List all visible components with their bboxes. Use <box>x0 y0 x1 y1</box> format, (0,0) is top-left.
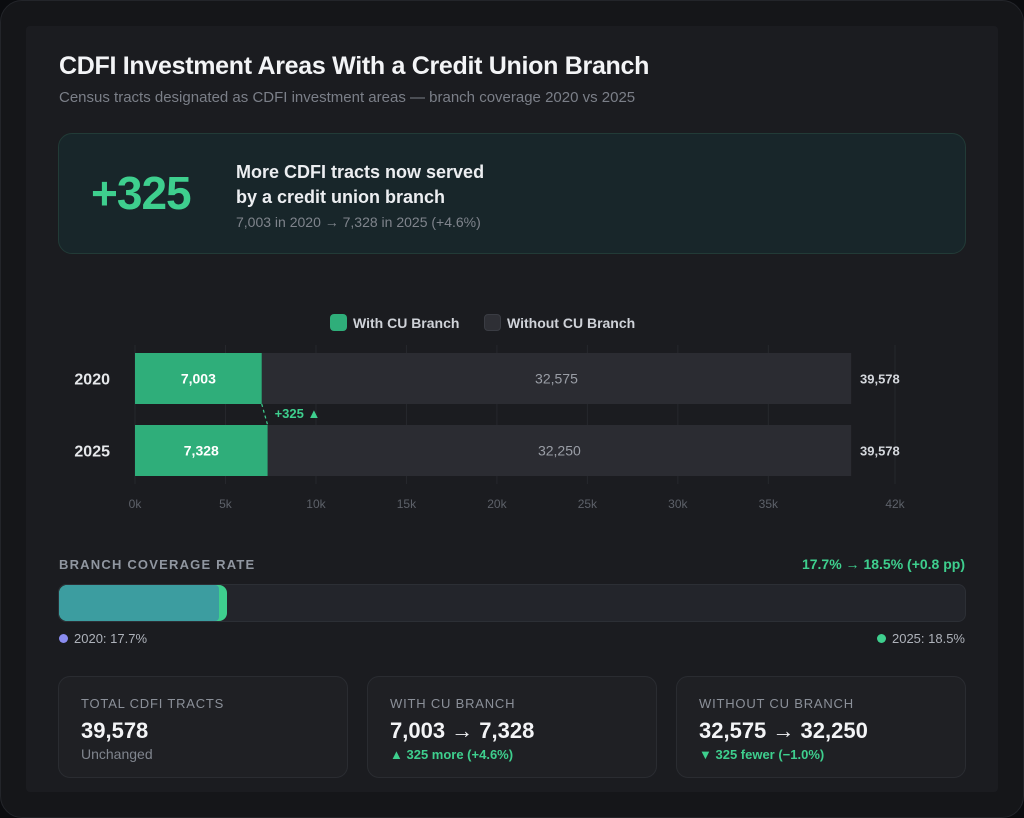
bar-total-label: 39,578 <box>860 372 900 387</box>
y-category-label: 2020 <box>74 372 110 389</box>
bar-total-label: 39,578 <box>860 444 900 459</box>
coverage-2020-label: 2020: 17.7% <box>74 631 148 646</box>
x-tick-label: 10k <box>306 497 326 511</box>
hero-headline-line2: by a credit union branch <box>236 187 446 207</box>
stat-value: 32,575 → 32,250 <box>699 718 868 743</box>
legend-item-without-branch: Without CU Branch <box>484 314 635 331</box>
stat-label: TOTAL CDFI TRACTS <box>81 696 225 711</box>
hero-detail: 7,003 in 2020 → 7,328 in 2025 (+4.6%) <box>236 214 481 230</box>
x-tick-label: 35k <box>759 497 779 511</box>
hero-headline-line1: More CDFI tracts now served <box>236 162 485 182</box>
coverage-label: BRANCH COVERAGE RATE <box>59 557 256 572</box>
legend-swatch-without <box>484 314 501 331</box>
x-tick-label: 5k <box>219 497 233 511</box>
page-title: CDFI Investment Areas With a Credit Unio… <box>59 52 650 80</box>
stat-value: 7,003 → 7,328 <box>390 718 535 743</box>
coverage-2025-label: 2025: 18.5% <box>891 631 965 646</box>
bar-without-branch <box>261 353 852 404</box>
x-tick-label: 42k <box>885 497 905 511</box>
stat-card-without-branch: WITHOUT CU BRANCH 32,575 → 32,250 ▼ 325 … <box>676 676 966 778</box>
bar-label-without: 32,575 <box>535 371 578 387</box>
coverage-marker-2020: 2020: 17.7% <box>59 631 147 646</box>
bar-with-branch <box>135 353 262 404</box>
legend-label-without: Without CU Branch <box>507 315 636 331</box>
coverage-delta: 17.7% → 18.5% (+0.8 pp) <box>801 556 965 572</box>
x-tick-label: 20k <box>487 497 507 511</box>
x-tick-label: 0k <box>129 497 143 511</box>
bar-with-branch <box>135 425 268 476</box>
stat-note: ▲ 325 more (+4.6%) <box>390 747 514 762</box>
stat-note: Unchanged <box>81 746 153 762</box>
dot-2020 <box>59 634 68 643</box>
legend-label-with: With CU Branch <box>353 315 460 331</box>
x-tick-label: 30k <box>668 497 688 511</box>
delta-annotation: +325 ▲ <box>275 406 321 421</box>
stat-card-total: TOTAL CDFI TRACTS 39,578 Unchanged <box>58 676 348 778</box>
page-subtitle: Census tracts designated as CDFI investm… <box>59 89 636 106</box>
coverage-marker-2025: 2025: 18.5% <box>876 631 965 646</box>
hero-callout: +325 More CDFI tracts now served by a cr… <box>58 133 966 254</box>
y-category-label: 2025 <box>74 444 110 461</box>
x-tick-label: 15k <box>397 497 417 511</box>
stat-note: ▼ 325 fewer (−1.0%) <box>699 747 825 762</box>
bar-label-with: 7,003 <box>181 371 216 387</box>
bar-label-with: 7,328 <box>184 443 219 459</box>
hero-value: +325 <box>91 167 192 219</box>
bar-label-without: 32,250 <box>538 443 581 459</box>
bar-without-branch <box>267 425 852 476</box>
coverage-fill-2020 <box>59 585 220 621</box>
x-tick-label: 25k <box>578 497 598 511</box>
coverage-progress-track <box>58 584 966 622</box>
stat-label: WITHOUT CU BRANCH <box>699 696 854 711</box>
stat-card-with-branch: WITH CU BRANCH 7,003 → 7,328 ▲ 325 more … <box>367 676 657 778</box>
dot-2025 <box>876 634 886 643</box>
stat-value: 39,578 <box>81 718 149 743</box>
delta-connector <box>261 403 269 426</box>
legend-item-with-branch: With CU Branch <box>330 314 459 331</box>
stacked-bar-chart: 0k 5k 10k 15k 20k 25k 30k 35k 42k 7,003 32,575 2020… <box>74 345 906 511</box>
stat-label: WITH CU BRANCH <box>390 696 516 711</box>
legend-swatch-with <box>330 314 347 331</box>
